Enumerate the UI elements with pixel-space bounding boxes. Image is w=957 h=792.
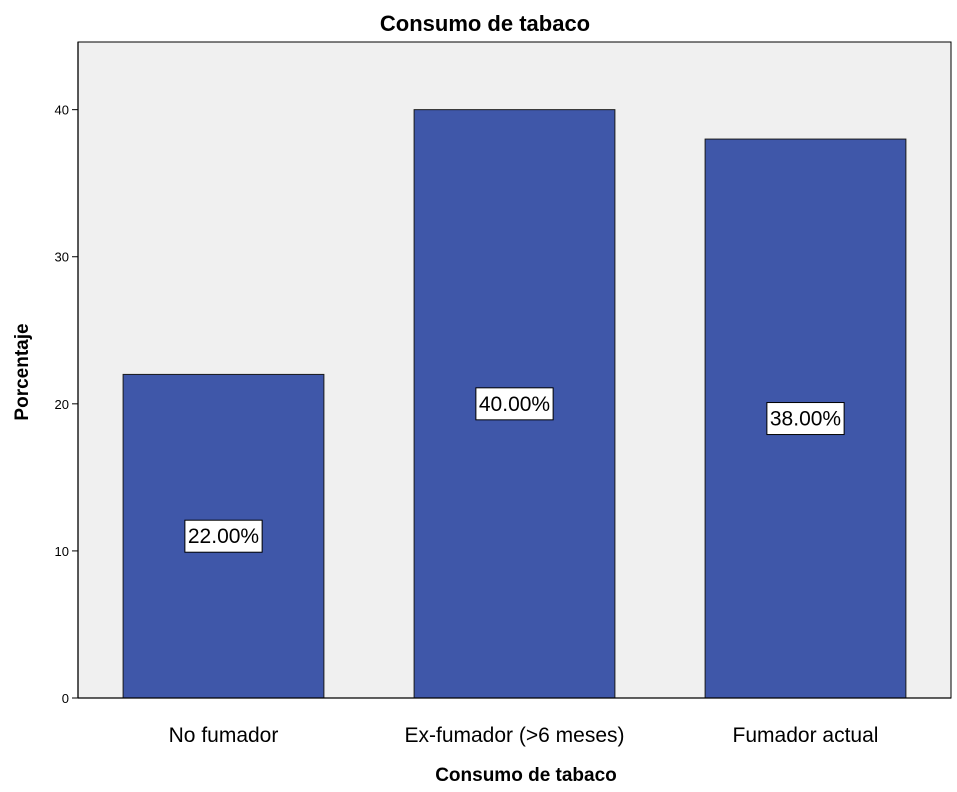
x-axis-title: Consumo de tabaco <box>435 765 617 786</box>
x-tick-label-2: Ex-fumador (>6 meses) <box>405 724 625 747</box>
data-labels-layer: 22.00% 40.00% 38.00% <box>184 387 845 553</box>
data-label-text-1: 22.00% <box>188 525 259 548</box>
x-tick-label-1: No fumador <box>169 724 279 747</box>
data-label-box-3 <box>766 402 845 436</box>
data-label-1: 22.00% <box>184 519 263 553</box>
y-ticks-layer: 0 10 20 30 40 <box>55 103 78 706</box>
y-axis-title: Porcentaje <box>12 323 33 420</box>
data-label-text-2: 40.00% <box>479 393 550 416</box>
chart-title: Consumo de tabaco <box>380 11 590 36</box>
y-tick-label-3: 20 <box>55 397 69 412</box>
data-label-3: 38.00% <box>766 402 845 436</box>
y-tick-label-1: 0 <box>62 691 69 706</box>
data-label-box-2 <box>475 387 554 421</box>
x-tick-label-3: Fumador actual <box>733 724 879 747</box>
data-label-text-3: 38.00% <box>770 408 841 431</box>
y-tick-label-2: 10 <box>55 544 69 559</box>
data-label-box-1 <box>184 519 263 553</box>
x-tick-labels-layer: No fumador Ex-fumador (>6 meses) Fumador a… <box>169 724 879 747</box>
y-tick-label-4: 30 <box>55 250 69 265</box>
y-tick-label-5: 40 <box>55 103 69 118</box>
data-label-2: 40.00% <box>475 387 554 421</box>
